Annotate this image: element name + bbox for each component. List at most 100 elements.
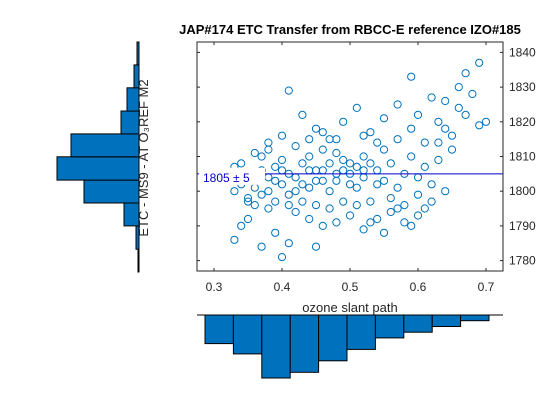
scatter-point [447, 145, 457, 154]
scatter-point [305, 183, 314, 192]
scatter-point [339, 197, 348, 206]
scatter-point [420, 204, 429, 213]
scatter-point [413, 190, 423, 199]
x-hist-bar [204, 314, 234, 345]
y-tick-label: 1810 [509, 150, 536, 164]
scatter-point [400, 218, 409, 227]
scatter-point [427, 180, 436, 189]
y-axis-label: ETC - MS9 - AT O₃REF M2 [136, 79, 151, 236]
scatter-point [291, 142, 300, 151]
scatter-point [277, 253, 287, 262]
scatter-point [359, 225, 368, 234]
scatter-point [339, 117, 348, 126]
scatter-point [379, 176, 389, 185]
y-tick-label: 1830 [509, 80, 536, 94]
scatter-point [461, 110, 470, 120]
x-hist-bar [346, 314, 376, 350]
scatter-point [393, 100, 402, 109]
scatter-point [230, 187, 239, 196]
scatter-point [305, 152, 314, 161]
scatter-point [393, 135, 402, 144]
scatter-point [243, 194, 253, 203]
scatter-point [407, 221, 416, 230]
scatter-point [298, 180, 307, 189]
scatter-point [298, 159, 307, 168]
scatter-point [386, 194, 395, 203]
x-tick-label: 0.5 [342, 280, 359, 294]
scatter-point [386, 159, 395, 168]
scatter-point [291, 187, 300, 196]
x-hist-bar [318, 314, 348, 362]
scatter-point [257, 152, 266, 161]
axis-ticks: 0.3 0.4 0.5 0.6 0.7 1780 1790 1800 1810 1820 1830 1… [197, 42, 536, 294]
scatter-point [339, 155, 348, 165]
scatter-point [345, 159, 355, 168]
x-hist-bar [374, 314, 405, 339]
scatter-point [366, 128, 375, 137]
y-hist-bar [83, 179, 140, 204]
plot-area [196, 41, 504, 272]
scatter-point [441, 187, 450, 196]
scatter-point [393, 183, 402, 192]
scatter-point [332, 148, 341, 158]
scatter-point [434, 117, 443, 126]
scatter-point [345, 180, 355, 189]
x-tick-label: 0.6 [410, 280, 427, 294]
scatter-point [407, 152, 416, 161]
scatter-point [305, 135, 314, 144]
scatter-point [441, 124, 450, 133]
scatter-point [373, 180, 382, 189]
scatter-point [325, 204, 334, 213]
scatter-point [271, 162, 280, 171]
y-tick-label: 1780 [509, 254, 536, 268]
scatter-point [352, 201, 361, 210]
scatter-point [379, 145, 389, 154]
y-tick-label: 1840 [509, 45, 536, 59]
scatter-point [366, 218, 375, 227]
scatter-point [441, 96, 450, 106]
scatter-point [318, 221, 327, 230]
scatter-point [475, 58, 484, 67]
scatter-point [332, 135, 341, 144]
x-hist-bar [403, 314, 433, 333]
x-tick-label: 0.7 [478, 280, 495, 294]
y-tick-label: 1800 [509, 184, 536, 198]
x-hist-bar [431, 314, 462, 327]
scatter-point [434, 138, 443, 147]
scatter-point [420, 138, 429, 147]
scatter-point [461, 69, 470, 78]
scatter-point [311, 176, 321, 185]
scatter-point [373, 214, 382, 224]
scatter-point [264, 138, 273, 147]
x-axis-label: ozone slant path [302, 300, 397, 315]
scatter-point [481, 117, 491, 126]
scatter-point [332, 218, 341, 227]
scatter-point [386, 207, 395, 217]
scatter-point [277, 180, 287, 189]
scatter-point [250, 201, 259, 210]
scatter-point [284, 190, 293, 199]
x-hist-bar [289, 314, 320, 373]
scatter-point [257, 242, 266, 251]
scatter-point [325, 159, 334, 168]
x-hist-bar [460, 314, 490, 322]
scatter-point [345, 211, 355, 220]
scatter-point [393, 204, 402, 213]
scatter-point [230, 235, 239, 244]
scatter-point [352, 183, 361, 192]
scatter-point [475, 121, 484, 130]
scatter-point [379, 228, 389, 237]
scatter-point [284, 239, 293, 248]
scatter-point [291, 207, 300, 217]
scatter-point [277, 155, 287, 165]
scatter-point [325, 187, 334, 196]
scatter-points [223, 58, 491, 262]
y-hist-bar [70, 133, 140, 158]
scatter-point [243, 197, 253, 206]
scatter-point [434, 155, 443, 165]
scatter-point [284, 201, 293, 210]
scatter-point [332, 176, 341, 185]
scatter-point [379, 114, 389, 123]
scatter-point [277, 131, 287, 140]
scatter-point [318, 128, 327, 137]
